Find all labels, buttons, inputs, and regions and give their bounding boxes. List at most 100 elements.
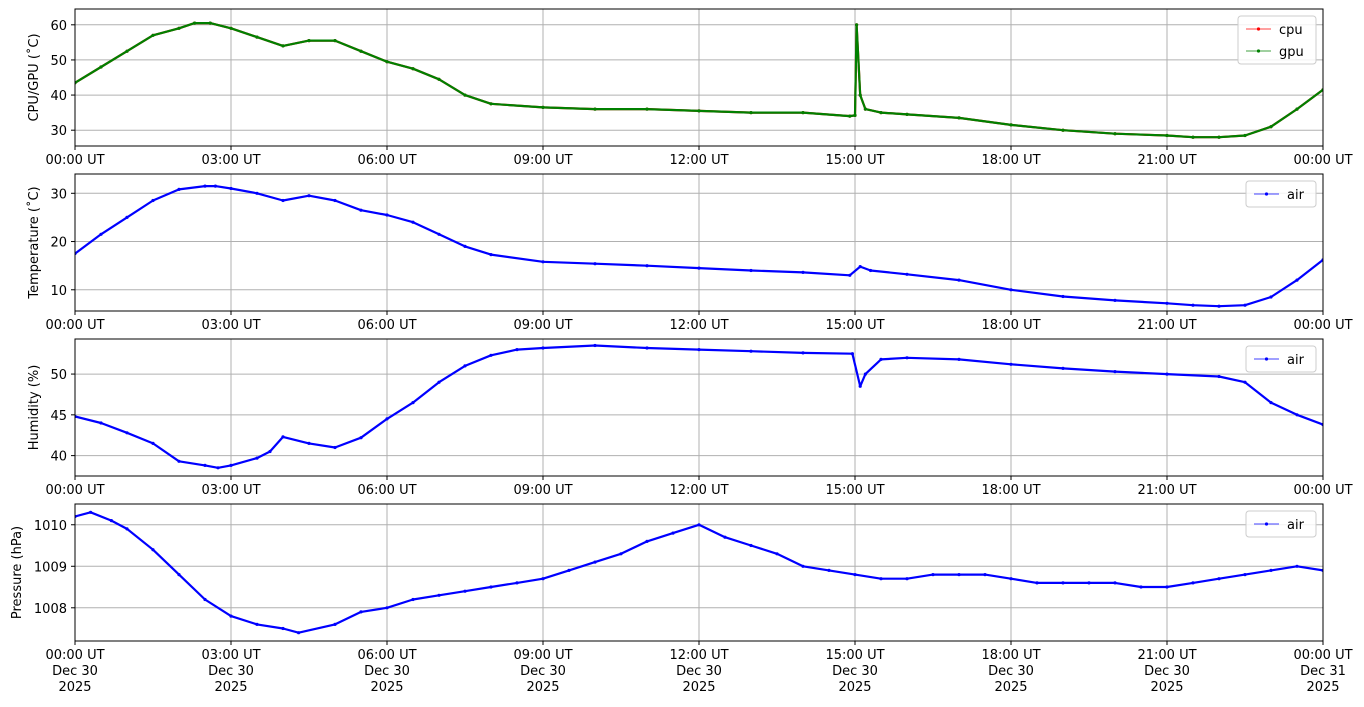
series-points-air <box>75 510 1323 635</box>
legend-frame <box>1245 180 1317 208</box>
data-point <box>853 573 857 577</box>
data-point <box>177 187 181 191</box>
x-tick-label: 09:00 UT Dec 30 2025 <box>513 648 572 695</box>
data-point <box>957 357 961 361</box>
data-point <box>1165 133 1169 138</box>
x-tick-label: 00:00 UT Dec 31 2025 <box>1293 648 1352 695</box>
data-point <box>848 114 852 118</box>
data-point <box>1035 581 1039 585</box>
data-point <box>858 93 862 97</box>
y-tick-label: 45 <box>50 409 67 424</box>
x-tick-label: 18:00 UT Dec 30 2025 <box>981 648 1040 695</box>
legend-frame <box>1237 15 1317 65</box>
data-point <box>855 23 859 27</box>
x-tick-label: 06:00 UT <box>357 153 416 168</box>
x-tick-label: 03:00 UT <box>201 153 260 168</box>
data-point <box>1269 125 1273 129</box>
data-point <box>307 441 311 445</box>
y-tick-label: 1010 <box>34 519 67 534</box>
data-point <box>1243 380 1247 384</box>
data-point <box>268 449 272 454</box>
data-point <box>1269 295 1273 299</box>
legend: cpu gpu <box>1237 15 1317 65</box>
data-point <box>697 523 701 527</box>
data-point <box>177 573 181 577</box>
data-point <box>99 65 103 69</box>
data-point <box>281 198 285 203</box>
legend-marker-air <box>1264 522 1269 526</box>
data-point <box>1191 581 1195 585</box>
data-point <box>359 436 363 440</box>
data-point <box>697 109 701 113</box>
data-point <box>645 264 649 268</box>
data-point <box>749 349 753 353</box>
chart-panel-3: 00:00 UT 03:00 UT 06:00 UT 09:00 UT 12:00 UT… <box>27 338 1353 498</box>
data-point <box>281 435 285 439</box>
data-point <box>541 346 545 350</box>
x-tick-label: 03:00 UT <box>201 483 260 498</box>
x-tick-label: 12:00 UT <box>669 483 728 498</box>
data-point <box>307 39 311 43</box>
data-point <box>879 111 883 115</box>
data-point <box>1009 577 1013 581</box>
data-point <box>645 107 649 111</box>
data-point <box>216 466 220 470</box>
data-point <box>1139 585 1143 589</box>
data-point <box>515 348 519 352</box>
data-point <box>1165 301 1169 305</box>
data-point <box>489 253 493 257</box>
data-point <box>801 270 805 274</box>
data-point <box>593 262 597 266</box>
data-point <box>359 610 363 614</box>
data-point <box>411 401 415 405</box>
x-tick-label: 00:00 UT <box>1293 318 1352 333</box>
data-point <box>671 531 675 535</box>
legend-frame <box>1245 345 1317 373</box>
x-tick-label: 21:00 UT Dec 30 2025 <box>1137 648 1196 695</box>
data-point <box>297 631 301 635</box>
data-point <box>801 351 805 355</box>
data-point <box>749 543 753 548</box>
x-tick-label: 15:00 UT <box>825 318 884 333</box>
y-tick-label: 60 <box>50 19 67 34</box>
legend-marker-cpu <box>1256 27 1261 31</box>
data-point <box>151 198 155 203</box>
data-point <box>749 268 753 273</box>
data-point <box>1217 374 1221 379</box>
data-point <box>255 191 259 195</box>
data-point <box>1295 413 1299 417</box>
x-tick-label: 15:00 UT Dec 30 2025 <box>825 648 884 695</box>
legend-label-gpu: gpu <box>1279 45 1304 60</box>
data-point <box>1009 362 1013 366</box>
legend-frame <box>1245 510 1317 538</box>
data-point <box>437 77 441 81</box>
data-point <box>541 577 545 581</box>
data-point <box>1061 581 1065 585</box>
x-tick-label: 06:00 UT Dec 30 2025 <box>357 648 416 695</box>
data-point <box>99 421 103 425</box>
y-axis-label: CPU/GPU (˚C) <box>26 33 42 121</box>
data-point <box>89 510 93 514</box>
data-point <box>1165 372 1169 376</box>
data-point <box>858 384 862 388</box>
data-point <box>463 364 467 368</box>
y-tick-label: 1009 <box>34 560 67 575</box>
legend-marker-gpu <box>1256 49 1261 53</box>
data-point <box>1113 132 1117 136</box>
data-point <box>931 573 935 577</box>
data-point <box>125 527 129 531</box>
data-point <box>983 573 987 577</box>
data-point <box>1113 370 1117 374</box>
x-tick-label: 18:00 UT <box>981 483 1040 498</box>
data-point <box>281 44 285 48</box>
data-point <box>879 577 883 581</box>
y-tick-label: 1008 <box>34 602 67 617</box>
x-tick-label: 15:00 UT <box>825 153 884 168</box>
data-point <box>229 463 233 467</box>
x-tick-label: 21:00 UT <box>1137 318 1196 333</box>
data-point <box>541 260 545 264</box>
y-tick-label: 50 <box>50 54 67 69</box>
data-point <box>437 232 441 236</box>
data-point <box>1061 366 1065 370</box>
